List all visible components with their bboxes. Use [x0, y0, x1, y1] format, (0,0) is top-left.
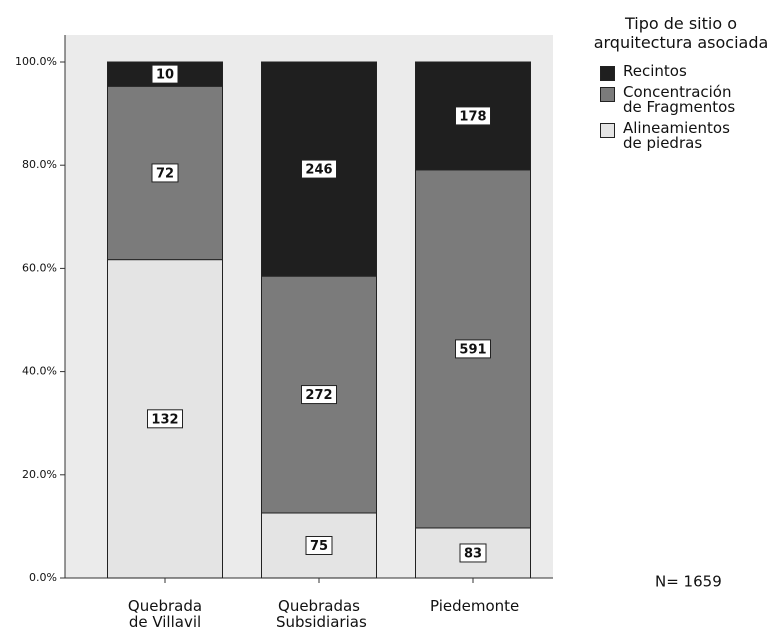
data-label: 75: [310, 539, 328, 554]
data-label: 83: [464, 546, 482, 561]
legend-swatch: [600, 123, 615, 138]
data-label-box: [151, 163, 179, 183]
legend-title: Tipo de sitio o arquitectura asociada: [593, 14, 769, 52]
y-tick-label: 0.0%: [29, 571, 57, 584]
y-tick-label: 20.0%: [22, 468, 57, 481]
y-tick-label: 100.0%: [15, 55, 57, 68]
legend-swatch: [600, 87, 615, 102]
data-label-box: [455, 339, 491, 359]
data-label-box: [305, 535, 333, 555]
data-label-box: [301, 385, 337, 405]
annotation: N= 1659: [655, 573, 722, 591]
data-label: 72: [156, 166, 174, 181]
data-label: 178: [459, 109, 486, 124]
x-tick-label: Piedemonte: [430, 597, 520, 615]
y-tick-label: 40.0%: [22, 365, 57, 378]
legend-label: Concentración de Fragmentos: [623, 83, 736, 116]
data-label: 591: [459, 342, 486, 357]
data-label-box: [455, 106, 491, 126]
data-label: 10: [156, 68, 174, 83]
data-label: 132: [151, 412, 178, 427]
data-label-box: [151, 64, 179, 84]
legend-label: Recintos: [623, 62, 687, 80]
data-label: 246: [305, 163, 332, 178]
y-tick-label: 60.0%: [22, 261, 57, 274]
legend-label: Alineamientos de piedras: [623, 119, 730, 152]
data-label-box: [147, 409, 183, 429]
y-tick-label: 80.0%: [22, 158, 57, 171]
x-tick-label: Quebrada de Villavil: [127, 597, 203, 631]
legend-swatch: [600, 66, 615, 81]
data-label-box: [459, 543, 487, 563]
data-label: 272: [305, 388, 332, 403]
x-tick-label: Quebradas Subsidiarias: [276, 597, 367, 631]
data-label-box: [301, 159, 337, 179]
